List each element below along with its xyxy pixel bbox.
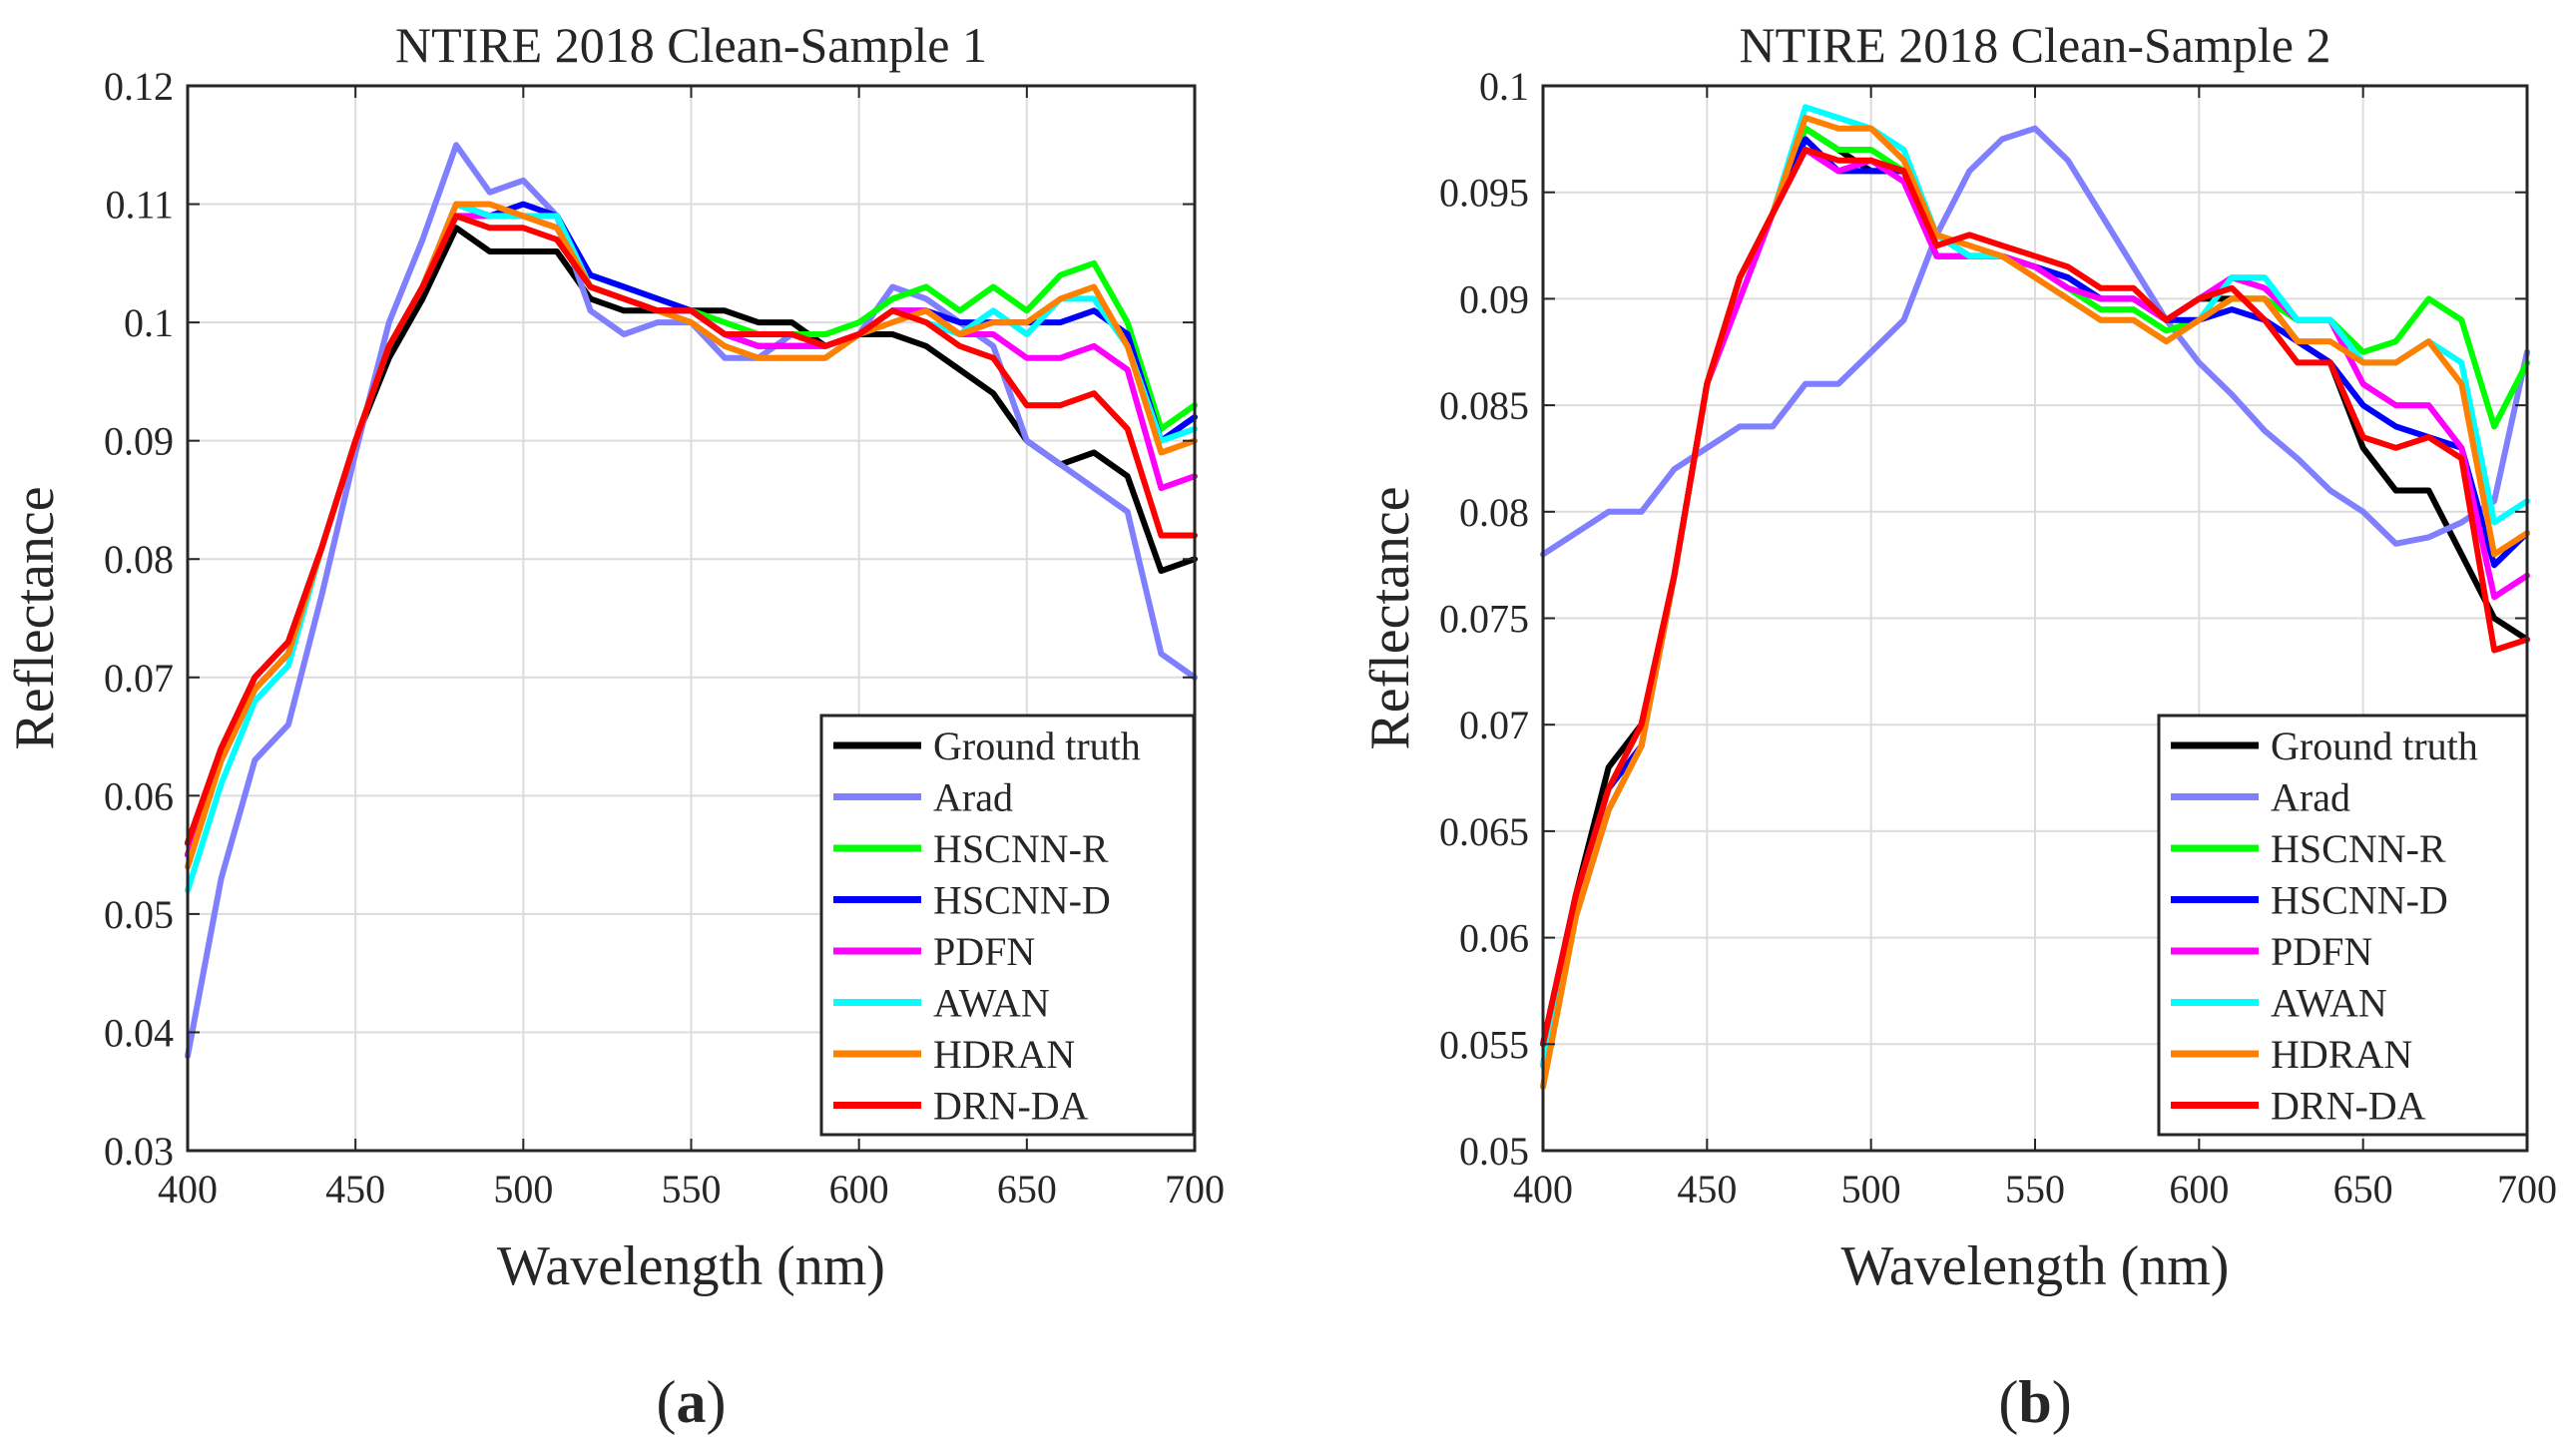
chart-title: NTIRE 2018 Clean-Sample 2 [1740, 17, 2331, 73]
series-lines [1540, 104, 2530, 1090]
y-tick-label: 0.09 [1459, 276, 1529, 321]
chart-title: NTIRE 2018 Clean-Sample 1 [395, 17, 987, 73]
y-tick-label: 0.04 [104, 1010, 174, 1055]
y-tick-label: 0.06 [104, 773, 174, 818]
panel-label-letter: b [2018, 1369, 2051, 1435]
x-tick-label: 450 [325, 1167, 385, 1211]
x-tick-label: 650 [997, 1167, 1057, 1211]
panel-label-open: ( [1998, 1369, 2018, 1435]
series-lines [185, 142, 1198, 1060]
x-tick-label: 550 [662, 1167, 722, 1211]
legend-entry: HDRAN [2271, 1032, 2412, 1077]
y-tick-label: 0.085 [1439, 383, 1529, 428]
panel-label-letter: a [677, 1369, 707, 1435]
y-tick-label: 0.12 [104, 64, 174, 109]
y-tick-label: 0.09 [104, 419, 174, 464]
legend-entry: HSCNN-R [933, 826, 1109, 871]
legend-entry: Arad [2271, 775, 2350, 820]
y-tick-label: 0.08 [1459, 490, 1529, 535]
x-tick-label: 650 [2333, 1167, 2393, 1211]
legend-entry: AWAN [2271, 981, 2387, 1026]
x-ticks: 400 450 500 550 600 650 700 [158, 86, 1225, 1211]
y-tick-label: 0.095 [1439, 171, 1529, 216]
legend-entry: DRN-DA [2271, 1084, 2426, 1129]
y-tick-label: 0.1 [124, 300, 174, 345]
y-tick-label: 0.055 [1439, 1022, 1529, 1067]
y-tick-label: 0.06 [1459, 916, 1529, 961]
x-tick-label: 700 [1165, 1167, 1225, 1211]
y-tick-label: 0.07 [1459, 703, 1529, 747]
panel-label: (b) [1998, 1369, 2071, 1435]
y-ticks: 0.05 0.055 0.06 0.065 0.07 0.075 0.08 0.085 0.09… [1439, 64, 2527, 1174]
x-axis-label: Wavelength (nm) [1841, 1235, 2230, 1297]
y-axis-label: Reflectance [1359, 486, 1421, 749]
y-tick-label: 0.05 [104, 892, 174, 937]
series-line-drn-da [1540, 147, 2530, 1048]
y-tick-label: 0.1 [1479, 64, 1529, 109]
y-axis-label: Reflectance [4, 486, 66, 749]
legend-entry: AWAN [933, 981, 1050, 1026]
x-tick-label: 450 [1677, 1167, 1737, 1211]
legend-entry: HSCNN-D [933, 878, 1111, 923]
legend-entry: HDRAN [933, 1032, 1075, 1077]
series-line-arad [1540, 125, 2530, 558]
x-axis-label: Wavelength (nm) [497, 1235, 885, 1297]
legend-entry: PDFN [2271, 929, 2372, 974]
y-tick-label: 0.065 [1439, 809, 1529, 854]
x-tick-label: 500 [493, 1167, 553, 1211]
chart-panel-b: 400 450 500 550 600 650 7000.050.0550.060.0650… [1359, 17, 2557, 1435]
x-tick-label: 500 [1841, 1167, 1901, 1211]
x-tick-label: 600 [829, 1167, 889, 1211]
legend-entry: DRN-DA [933, 1084, 1089, 1129]
series-line-drn-da [185, 213, 1198, 846]
panel-label-close: ) [707, 1369, 727, 1435]
y-ticks: 0.03 0.04 0.05 0.06 0.07 0.08 0.09 0.1 0.11 0.12 [104, 64, 1195, 1174]
x-tick-label: 700 [2497, 1167, 2557, 1211]
legend-entry: HSCNN-D [2271, 878, 2448, 923]
panel-label: (a) [657, 1369, 727, 1435]
legend-entry: Ground truth [933, 724, 1141, 768]
x-tick-label: 400 [158, 1167, 218, 1211]
legend-entry: PDFN [933, 929, 1035, 974]
y-tick-label: 0.075 [1439, 597, 1529, 642]
y-tick-label: 0.08 [104, 537, 174, 582]
x-ticks: 400 450 500 550 600 650 700 [1513, 86, 2557, 1211]
legend-entry: Arad [933, 775, 1013, 820]
panel-label-open: ( [657, 1369, 677, 1435]
y-tick-label: 0.05 [1459, 1129, 1529, 1174]
legend: Ground truth Arad HSCNN-R HSCNN-D PDFN AWAN HD… [819, 714, 1196, 1137]
x-tick-label: 600 [2169, 1167, 2229, 1211]
legend-box [819, 714, 1196, 1137]
y-tick-label: 0.11 [105, 183, 174, 228]
legend-entry: Ground truth [2271, 724, 2478, 768]
y-tick-label: 0.07 [104, 656, 174, 701]
x-tick-label: 400 [1513, 1167, 1573, 1211]
panel-label-close: ) [2052, 1369, 2072, 1435]
chart-panel-a: 400 450 500 550 600 650 7000.030.040.050.060.0… [4, 17, 1225, 1435]
legend-entry: HSCNN-R [2271, 826, 2446, 871]
legend: Ground truth Arad HSCNN-R HSCNN-D PDFN AWAN HD… [2157, 714, 2529, 1137]
y-tick-label: 0.03 [104, 1129, 174, 1174]
x-tick-label: 550 [2005, 1167, 2065, 1211]
legend-box [2157, 714, 2529, 1137]
